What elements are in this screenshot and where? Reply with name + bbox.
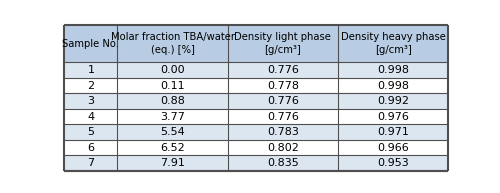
Bar [228, 93, 338, 109]
Text: 0.966: 0.966 [377, 143, 409, 153]
Text: 5.54: 5.54 [160, 127, 185, 137]
Bar [228, 156, 338, 171]
Bar [228, 124, 338, 140]
Text: 0.776: 0.776 [267, 112, 299, 122]
Text: 6: 6 [88, 143, 94, 153]
Bar [64, 25, 118, 62]
Text: 6.52: 6.52 [160, 143, 185, 153]
Text: 3: 3 [88, 96, 94, 106]
Text: 0.998: 0.998 [377, 65, 409, 75]
Text: 0.971: 0.971 [377, 127, 409, 137]
Bar [64, 156, 118, 171]
Bar [64, 140, 118, 156]
Bar [64, 124, 118, 140]
Bar [118, 109, 228, 124]
Bar [118, 93, 228, 109]
Text: 0.783: 0.783 [267, 127, 299, 137]
Text: 5: 5 [88, 127, 94, 137]
Bar [64, 62, 118, 78]
Bar [118, 78, 228, 93]
Text: 7.91: 7.91 [160, 158, 185, 168]
Text: Molar fraction TBA/water
(eq.) [%]: Molar fraction TBA/water (eq.) [%] [110, 32, 234, 55]
Bar [64, 109, 118, 124]
Text: 0.00: 0.00 [160, 65, 185, 75]
Bar [118, 62, 228, 78]
Text: 0.802: 0.802 [267, 143, 299, 153]
Bar [338, 140, 448, 156]
Bar [118, 156, 228, 171]
Bar [338, 156, 448, 171]
Text: 0.11: 0.11 [160, 80, 185, 91]
Bar [118, 25, 228, 62]
Text: 3.77: 3.77 [160, 112, 185, 122]
Text: 2: 2 [88, 80, 94, 91]
Text: 0.778: 0.778 [267, 80, 299, 91]
Bar [64, 78, 118, 93]
Bar [338, 124, 448, 140]
Bar [228, 109, 338, 124]
Bar [228, 62, 338, 78]
Text: 0.88: 0.88 [160, 96, 185, 106]
Text: Density light phase
[g/cm³]: Density light phase [g/cm³] [234, 32, 332, 55]
Text: 0.992: 0.992 [377, 96, 409, 106]
Text: 0.776: 0.776 [267, 96, 299, 106]
Bar [118, 140, 228, 156]
Text: 0.998: 0.998 [377, 80, 409, 91]
Bar [338, 25, 448, 62]
Text: 0.776: 0.776 [267, 65, 299, 75]
Text: 0.835: 0.835 [267, 158, 299, 168]
Bar [228, 78, 338, 93]
Bar [228, 140, 338, 156]
Bar [338, 109, 448, 124]
Text: 1: 1 [88, 65, 94, 75]
Bar [118, 124, 228, 140]
Text: 0.976: 0.976 [377, 112, 409, 122]
Bar [228, 25, 338, 62]
Bar [338, 62, 448, 78]
Bar [338, 93, 448, 109]
Bar [338, 78, 448, 93]
Text: Density heavy phase
[g/cm³]: Density heavy phase [g/cm³] [340, 32, 446, 55]
Bar [64, 93, 118, 109]
Text: 7: 7 [88, 158, 94, 168]
Text: Sample No.: Sample No. [62, 39, 120, 49]
Text: 4: 4 [88, 112, 94, 122]
Text: 0.953: 0.953 [377, 158, 409, 168]
